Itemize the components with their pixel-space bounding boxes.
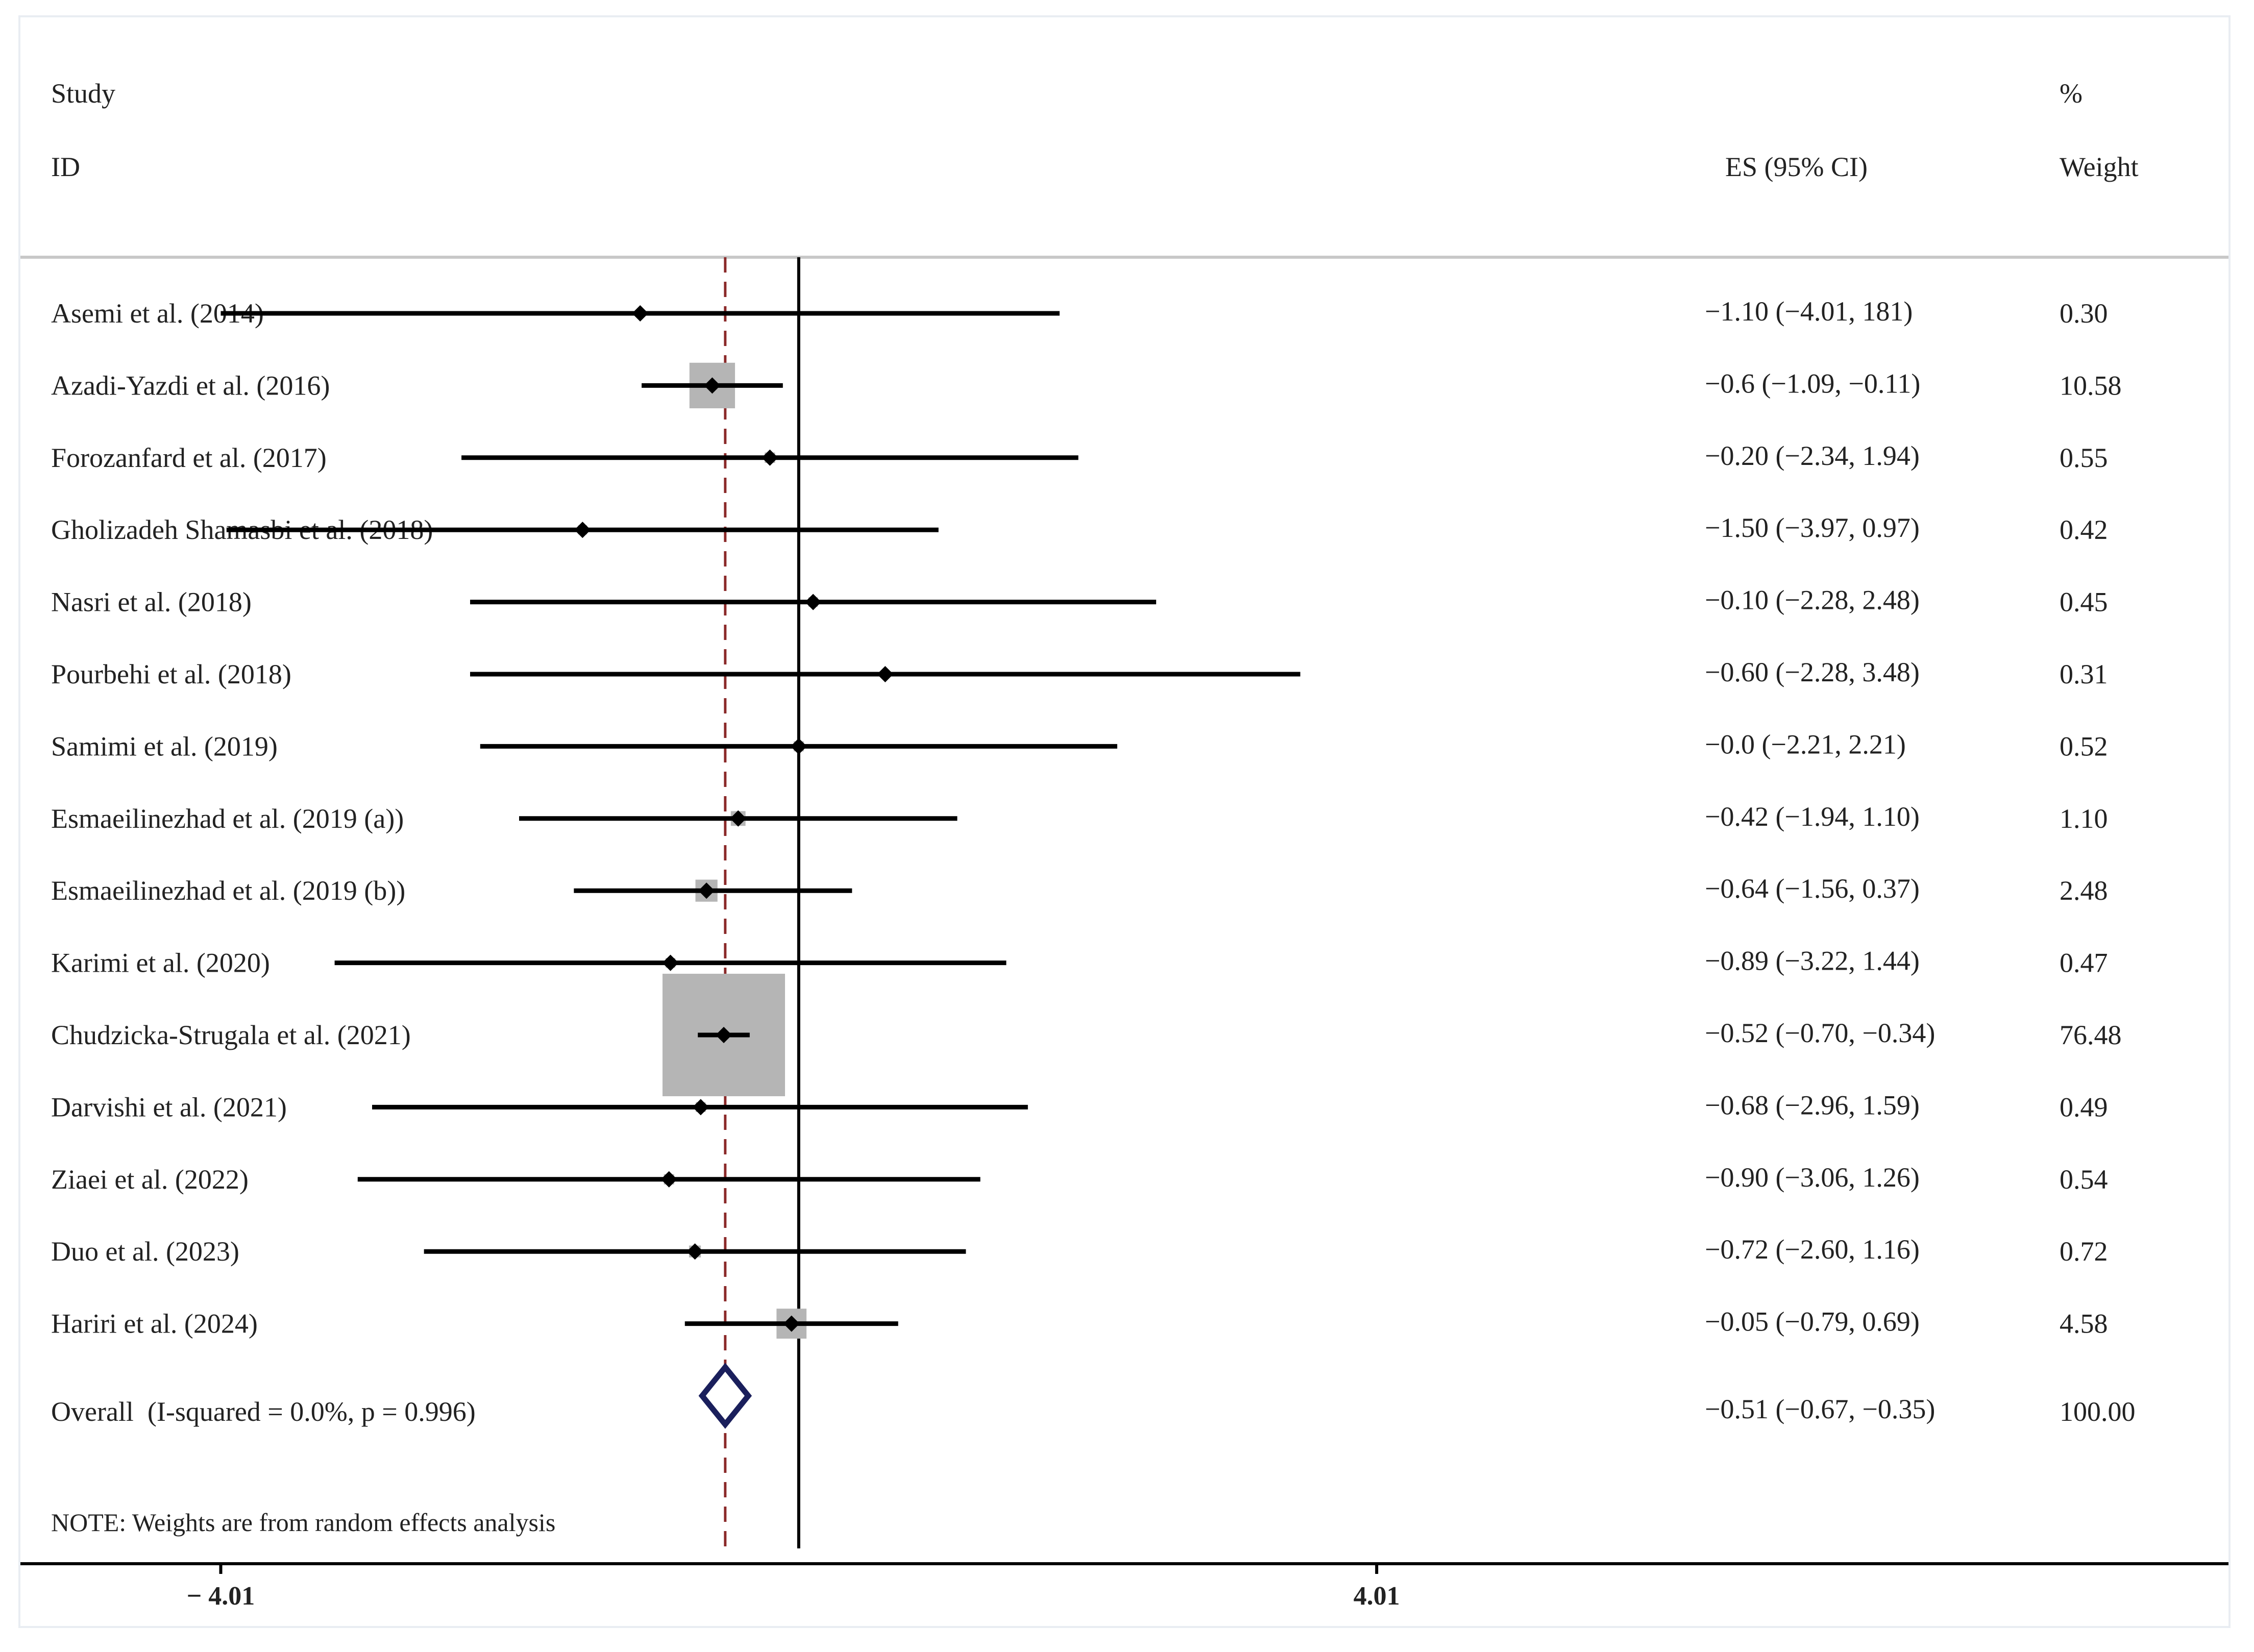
ci-text: −0.6 (−1.09, −0.11) [1705, 368, 1920, 399]
study-name: Karimi et al. (2020) [51, 948, 270, 978]
weight-text: 0.30 [2060, 298, 2108, 329]
study-name: Chudzicka-Strugala et al. (2021) [51, 1020, 411, 1050]
point-estimate [730, 810, 747, 827]
study-name: Forozanfard et al. (2017) [51, 442, 327, 473]
ci-text: −0.89 (−3.22, 1.44) [1705, 946, 1920, 976]
overall-ci-text: −0.51 (−0.67, −0.35) [1705, 1394, 1935, 1424]
weight-text: 0.31 [2060, 659, 2108, 689]
weight-text: 0.55 [2060, 442, 2108, 473]
study-name: Darvishi et al. (2021) [51, 1092, 287, 1122]
study-name: Samimi et al. (2019) [51, 731, 278, 761]
point-estimate [574, 522, 591, 538]
weight-text: 0.72 [2060, 1236, 2108, 1267]
header-id-label: ID [51, 152, 80, 182]
ci-text: −1.50 (−3.97, 0.97) [1705, 512, 1920, 543]
study-rows: Asemi et al. (2014) −1.10 (−4.01, 181) 0.3… [51, 296, 2122, 1339]
x-axis-ticks: − 4.01 4.01 [187, 1564, 1400, 1611]
study-row: Forozanfard et al. (2017) −0.20 (−2.34, 1… [51, 440, 2108, 473]
study-name: Azadi-Yazdi et al. (2016) [51, 370, 330, 401]
weight-text: 1.10 [2060, 803, 2108, 834]
study-row: Esmaeilinezhad et al. (2019 (b)) −0.64 (−… [51, 873, 2108, 906]
study-row: Karimi et al. (2020) −0.89 (−3.22, 1.44) 0… [51, 946, 2108, 978]
study-row: Ziaei et al. (2022) −0.90 (−3.06, 1.26) 0.… [51, 1162, 2108, 1195]
weight-text: 10.58 [2060, 370, 2122, 401]
study-row: Nasri et al. (2018) −0.10 (−2.28, 2.48) 0.… [51, 585, 2108, 618]
forest-plot-frame: Study ID ES (95% CI) % Weight Asemi et a… [18, 15, 2231, 1628]
overall-weight-text: 100.00 [2060, 1396, 2136, 1427]
header-study-label: Study [51, 78, 115, 109]
weight-text: 76.48 [2060, 1020, 2122, 1050]
header-es-label: ES (95% CI) [1725, 152, 1868, 182]
weight-text: 0.47 [2060, 948, 2108, 978]
study-row: Darvishi et al. (2021) −0.68 (−2.96, 1.59… [51, 1090, 2108, 1122]
point-estimate [698, 882, 715, 899]
study-row: Samimi et al. (2019) −0.0 (−2.21, 2.21) 0.… [51, 729, 2108, 761]
point-estimate [762, 449, 778, 466]
point-estimate [790, 738, 807, 755]
ci-text: −0.72 (−2.60, 1.16) [1705, 1234, 1920, 1265]
ci-text: −0.0 (−2.21, 2.21) [1705, 729, 1906, 759]
overall-label: Overall (I-squared = 0.0%, p = 0.996) [51, 1396, 476, 1427]
ci-text: −0.68 (−2.96, 1.59) [1705, 1090, 1920, 1120]
ci-text: −0.42 (−1.94, 1.10) [1705, 801, 1920, 832]
point-estimate [805, 594, 822, 610]
weight-text: 2.48 [2060, 875, 2108, 906]
point-estimate [783, 1315, 800, 1332]
point-estimate [662, 954, 679, 971]
study-row: Esmaeilinezhad et al. (2019 (a)) −0.42 (−… [51, 801, 2108, 834]
ci-text: −0.64 (−1.56, 0.37) [1705, 873, 1920, 904]
note-text: NOTE: Weights are from random effects an… [51, 1508, 555, 1537]
point-estimate [704, 377, 721, 394]
ci-text: −0.05 (−0.79, 0.69) [1705, 1306, 1920, 1337]
study-row: Duo et al. (2023) −0.72 (−2.60, 1.16) 0.72 [51, 1234, 2108, 1267]
weight-text: 0.54 [2060, 1164, 2108, 1195]
point-estimate [715, 1027, 732, 1043]
study-row: Pourbehi et al. (2018) −0.60 (−2.28, 3.48… [51, 657, 2108, 689]
ci-text: −0.60 (−2.28, 3.48) [1705, 657, 1920, 687]
study-name: Esmaeilinezhad et al. (2019 (a)) [51, 803, 404, 834]
header-percent-label: % [2060, 78, 2082, 109]
weight-text: 0.42 [2060, 514, 2108, 545]
point-estimate [632, 305, 649, 322]
study-row: Asemi et al. (2014) −1.10 (−4.01, 181) 0.3… [51, 296, 2108, 329]
ci-text: −0.90 (−3.06, 1.26) [1705, 1162, 1920, 1193]
ci-text: −1.10 (−4.01, 181) [1705, 296, 1913, 327]
study-row: Azadi-Yazdi et al. (2016) −0.6 (−1.09, −0… [51, 362, 2122, 409]
study-row: Hariri et al. (2024) −0.05 (−0.79, 0.69) 4… [51, 1306, 2108, 1339]
ci-text: −0.10 (−2.28, 2.48) [1705, 585, 1920, 615]
weight-text: 0.52 [2060, 731, 2108, 761]
study-row: Chudzicka-Strugala et al. (2021) −0.52 (−… [51, 974, 2122, 1096]
study-name: Esmaeilinezhad et al. (2019 (b)) [51, 875, 405, 906]
study-name: Nasri et al. (2018) [51, 587, 252, 618]
study-row: Gholizadeh Shamasbi et al. (2018) −1.50 (… [51, 512, 2108, 545]
point-estimate [692, 1099, 709, 1116]
x-tick-label: − 4.01 [187, 1582, 255, 1611]
study-name: Ziaei et al. (2022) [51, 1164, 249, 1195]
weight-text: 4.58 [2060, 1309, 2108, 1339]
overall-diamond [698, 1363, 752, 1429]
point-estimate [660, 1171, 677, 1188]
header-weight-label: Weight [2060, 152, 2139, 182]
point-estimate [687, 1243, 703, 1260]
study-name: Pourbehi et al. (2018) [51, 659, 291, 689]
ci-text: −0.52 (−0.70, −0.34) [1705, 1018, 1935, 1048]
forest-plot: Study ID ES (95% CI) % Weight Asemi et a… [20, 78, 2228, 1611]
study-name: Hariri et al. (2024) [51, 1309, 258, 1339]
weight-text: 0.45 [2060, 587, 2108, 618]
point-estimate [877, 666, 894, 682]
study-name: Duo et al. (2023) [51, 1236, 239, 1267]
x-tick-label: 4.01 [1354, 1582, 1400, 1611]
ci-text: −0.20 (−2.34, 1.94) [1705, 440, 1920, 471]
weight-text: 0.49 [2060, 1092, 2108, 1122]
